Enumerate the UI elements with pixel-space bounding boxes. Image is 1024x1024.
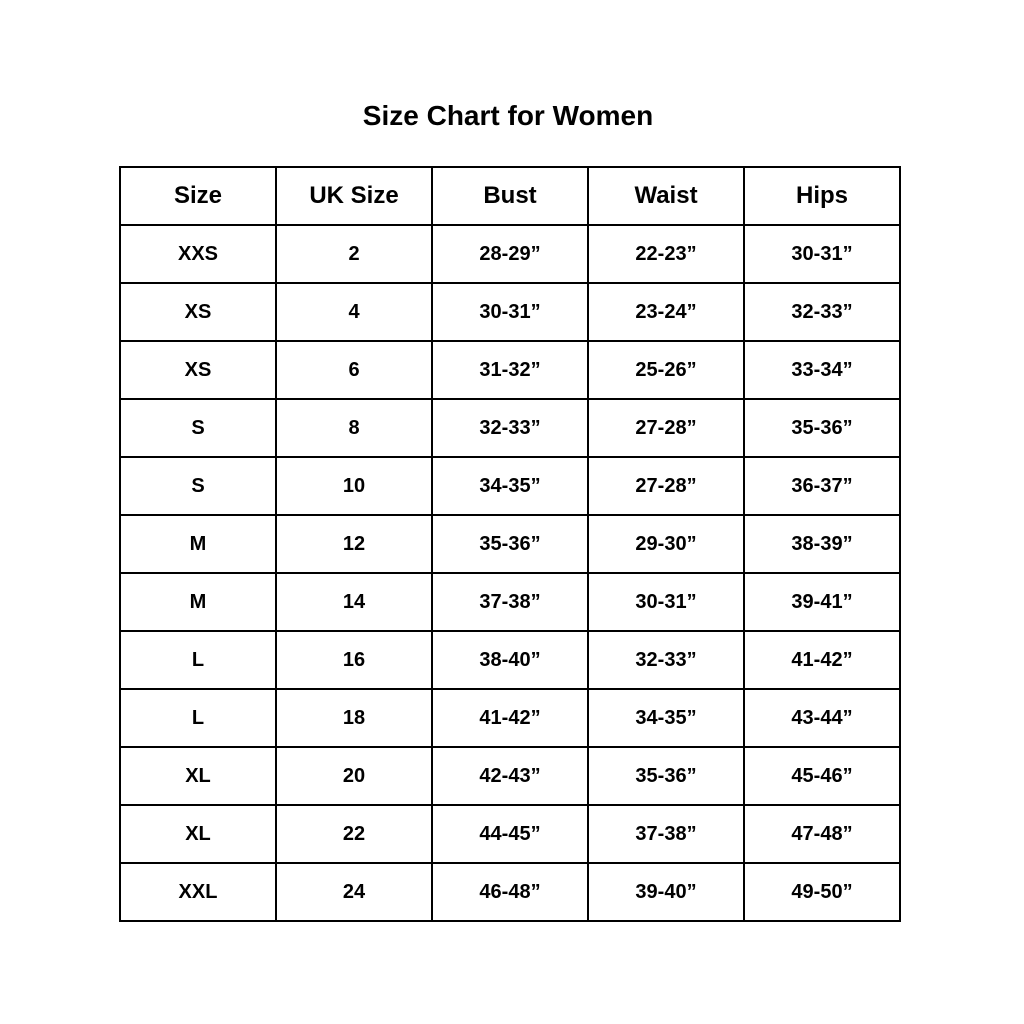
table-row: XS 4 30-31” 23-24” 32-33” [119,282,901,342]
table-cell: XXS [119,224,277,284]
column-header: Hips [743,166,901,226]
table-cell: 41-42” [431,688,589,748]
table-cell: 27-28” [587,456,745,516]
table-cell: 2 [275,224,433,284]
table-cell: 37-38” [431,572,589,632]
table-cell: 4 [275,282,433,342]
table-cell: 45-46” [743,746,901,806]
table-cell: 6 [275,340,433,400]
table-cell: 16 [275,630,433,690]
table-cell: 25-26” [587,340,745,400]
table-cell: 32-33” [743,282,901,342]
table-row: XXL 24 46-48” 39-40” 49-50” [119,862,901,922]
table-row: M 14 37-38” 30-31” 39-41” [119,572,901,632]
table-cell: 28-29” [431,224,589,284]
table-cell: 29-30” [587,514,745,574]
table-cell: 35-36” [587,746,745,806]
table-row: L 16 38-40” 32-33” 41-42” [119,630,901,690]
table-cell: 22-23” [587,224,745,284]
table-row: XXS 2 28-29” 22-23” 30-31” [119,224,901,284]
table-cell: L [119,630,277,690]
table-cell: 35-36” [743,398,901,458]
table-cell: XXL [119,862,277,922]
header-row: Size UK Size Bust Waist Hips [119,166,901,226]
table-row: XL 22 44-45” 37-38” 47-48” [119,804,901,864]
column-header: Bust [431,166,589,226]
table-cell: 35-36” [431,514,589,574]
table-row: XS 6 31-32” 25-26” 33-34” [119,340,901,400]
table-cell: 49-50” [743,862,901,922]
table-cell: 38-39” [743,514,901,574]
table-cell: 42-43” [431,746,589,806]
table-row: S 8 32-33” 27-28” 35-36” [119,398,901,458]
table-cell: 30-31” [431,282,589,342]
table-cell: 32-33” [431,398,589,458]
table-row: XL 20 42-43” 35-36” 45-46” [119,746,901,806]
table-row: M 12 35-36” 29-30” 38-39” [119,514,901,574]
table-cell: S [119,398,277,458]
table-cell: 44-45” [431,804,589,864]
table-cell: 12 [275,514,433,574]
table-cell: XS [119,340,277,400]
table-cell: XL [119,746,277,806]
table-cell: 37-38” [587,804,745,864]
table-cell: 14 [275,572,433,632]
table-cell: 10 [275,456,433,516]
table-row: L 18 41-42” 34-35” 43-44” [119,688,901,748]
table-cell: 38-40” [431,630,589,690]
table-cell: 27-28” [587,398,745,458]
table-cell: M [119,572,277,632]
column-header: Waist [587,166,745,226]
table-cell: 18 [275,688,433,748]
table-cell: 8 [275,398,433,458]
table-cell: S [119,456,277,516]
table-cell: 43-44” [743,688,901,748]
table-cell: 34-35” [431,456,589,516]
table-cell: 31-32” [431,340,589,400]
table-cell: 30-31” [587,572,745,632]
column-header: Size [119,166,277,226]
table-cell: 41-42” [743,630,901,690]
table-cell: 39-41” [743,572,901,632]
column-header: UK Size [275,166,433,226]
table-cell: 36-37” [743,456,901,516]
table-cell: 34-35” [587,688,745,748]
table-row: S 10 34-35” 27-28” 36-37” [119,456,901,516]
table-cell: 33-34” [743,340,901,400]
table-cell: 24 [275,862,433,922]
table-cell: 46-48” [431,862,589,922]
page-title: Size Chart for Women [362,100,654,131]
table-cell: 32-33” [587,630,745,690]
table-cell: 23-24” [587,282,745,342]
table-cell: 20 [275,746,433,806]
table-cell: 39-40” [587,862,745,922]
table-cell: XS [119,282,277,342]
table-cell: 47-48” [743,804,901,864]
table-cell: L [119,688,277,748]
table-cell: M [119,514,277,574]
table-cell: 30-31” [743,224,901,284]
table-cell: XL [119,804,277,864]
table-cell: 22 [275,804,433,864]
size-chart-table: Size UK Size Bust Waist Hips XXS 2 28-29” 22-23… [119,166,901,922]
